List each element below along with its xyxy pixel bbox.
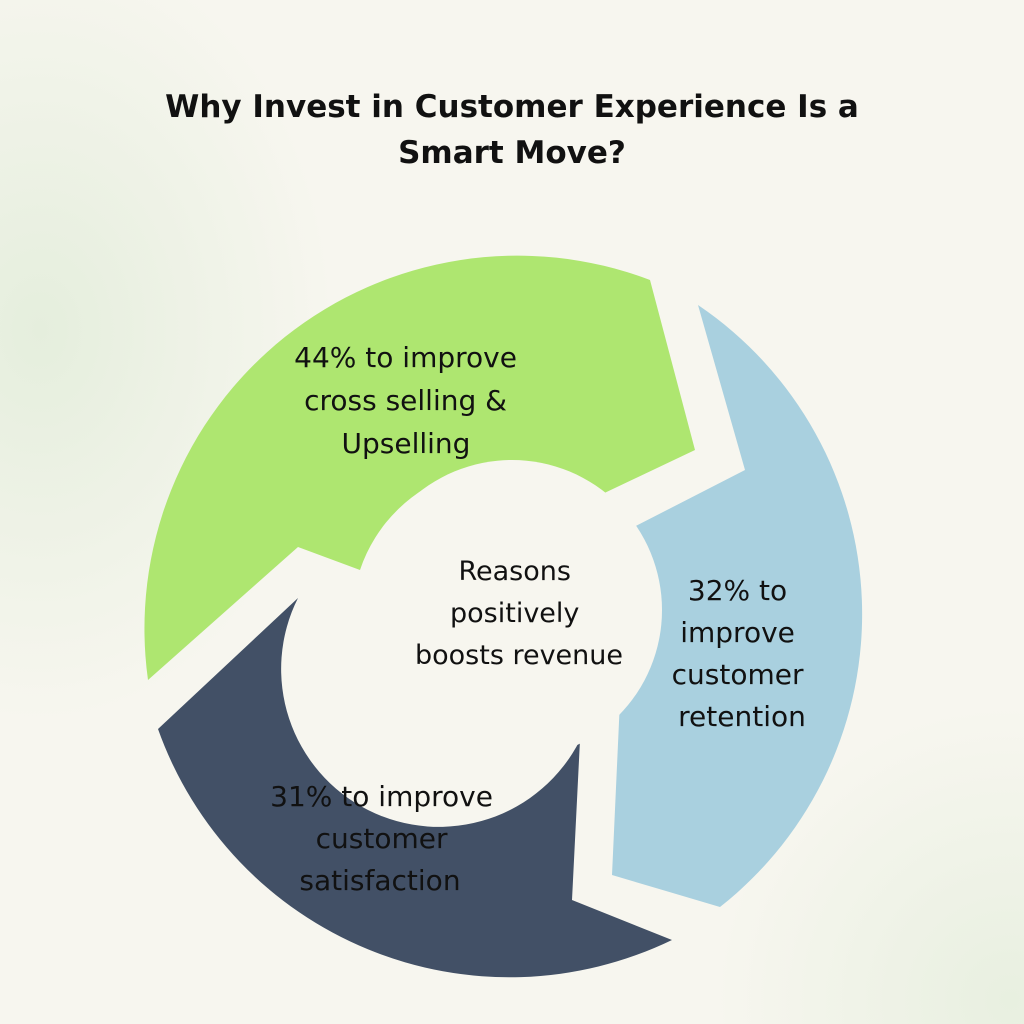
segment-blue-line: customer bbox=[672, 658, 804, 691]
center-label-line: positively bbox=[450, 598, 579, 629]
segment-green bbox=[144, 255, 695, 681]
segment-navy-label: 31% to improve customer satisfaction bbox=[270, 780, 502, 897]
segment-blue-line: retention bbox=[678, 700, 806, 733]
segment-green-line: Upselling bbox=[342, 427, 471, 460]
center-circle bbox=[362, 460, 662, 760]
center-label-line: Reasons bbox=[458, 556, 570, 587]
center-label: Reasons positively boosts revenue bbox=[415, 556, 623, 671]
segment-navy-line: customer bbox=[316, 822, 448, 855]
segment-green-line: 44% to improve bbox=[294, 341, 517, 374]
segment-blue bbox=[612, 305, 863, 907]
segment-blue-line: improve bbox=[680, 616, 795, 649]
center-label-line: boosts revenue bbox=[415, 640, 623, 671]
segment-blue-line: 32% to bbox=[688, 574, 787, 607]
segment-blue-label: 32% to improve customer retention bbox=[672, 574, 813, 733]
segment-navy-line: 31% to improve bbox=[270, 780, 493, 813]
segment-green-label: 44% to improve cross selling & Upselling bbox=[294, 341, 526, 460]
segment-green-line: cross selling & bbox=[304, 384, 507, 417]
segment-navy bbox=[158, 598, 672, 978]
page-title: Why Invest in Customer Experience Is a S… bbox=[165, 89, 859, 171]
segment-navy-line: satisfaction bbox=[299, 864, 460, 897]
